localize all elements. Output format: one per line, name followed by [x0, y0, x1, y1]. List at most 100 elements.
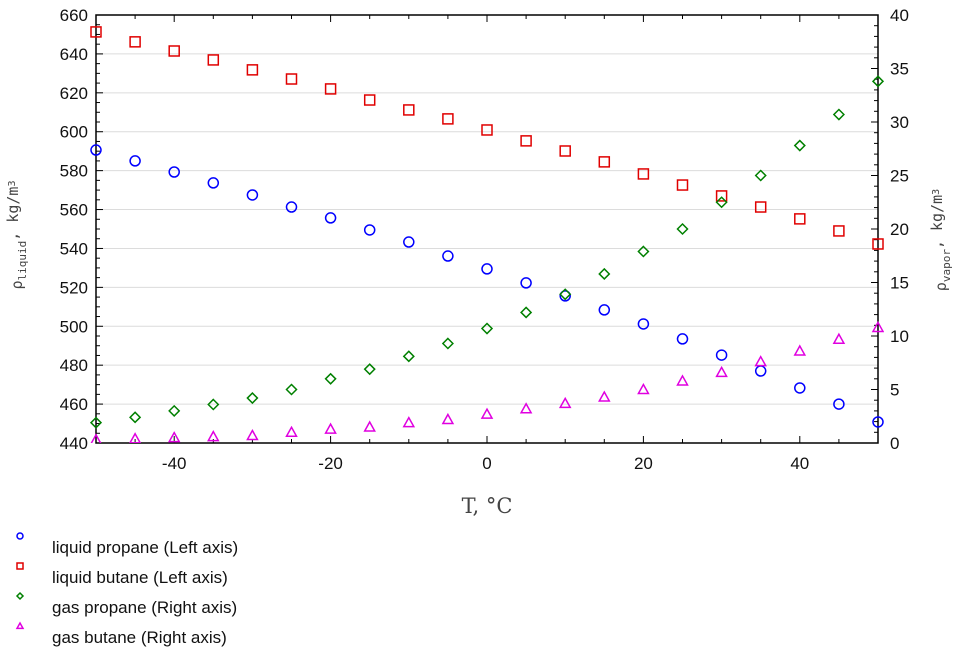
y-left-tick-label: 640 — [60, 45, 88, 64]
data-point-triangle — [129, 432, 142, 443]
y-right-tick-label: 30 — [890, 113, 909, 132]
data-point-triangle — [676, 374, 689, 386]
y-right-tick-label: 20 — [890, 220, 909, 239]
y-right-axis-label-sub: vapor — [940, 249, 953, 282]
data-point-square — [637, 168, 650, 180]
data-point-triangle — [167, 431, 181, 443]
y-left-tick-label: 600 — [60, 123, 88, 142]
data-point-diamond — [168, 404, 181, 417]
data-point-triangle — [598, 390, 611, 402]
y-right-axis-label: ρvapor, kg/m3 — [928, 189, 953, 291]
data-point-square — [676, 179, 689, 191]
data-point-triangle — [637, 382, 650, 395]
data-point-square — [90, 26, 102, 38]
data-point-circle — [520, 277, 532, 289]
data-point-diamond — [90, 416, 103, 429]
data-point-diamond — [715, 196, 728, 209]
legend-marker-triangle — [15, 621, 25, 630]
data-point-triangle — [402, 416, 416, 428]
data-point-square — [598, 156, 611, 168]
y-right-tick-label: 15 — [890, 274, 909, 293]
data-point-circle — [442, 250, 454, 262]
data-point-circle — [246, 189, 259, 201]
y-left-tick-label: 540 — [60, 239, 88, 258]
data-point-square — [715, 190, 728, 202]
y-left-tick-label: 520 — [60, 278, 88, 297]
data-point-circle — [324, 212, 337, 224]
data-point-diamond — [441, 337, 454, 350]
data-point-triangle — [207, 430, 220, 442]
data-point-circle — [559, 290, 571, 302]
data-point-diamond — [324, 372, 337, 385]
legend-marker-diamond — [15, 591, 25, 601]
y-right-tick-label: 35 — [890, 60, 909, 79]
y-right-tick-label: 5 — [890, 381, 899, 400]
legend-label: gas butane (Right axis) — [52, 628, 227, 647]
data-point-circle — [754, 365, 767, 377]
legend-label: liquid propane (Left axis) — [52, 538, 238, 557]
y-left-tick-label: 580 — [60, 162, 88, 181]
data-point-triangle — [715, 365, 728, 378]
y-left-tick-label: 480 — [60, 356, 88, 375]
y-left-tick-label: 620 — [60, 84, 88, 103]
data-point-diamond — [246, 391, 259, 405]
y-right-tick-label: 0 — [890, 434, 899, 453]
data-point-diamond — [871, 75, 884, 88]
data-point-circle — [363, 224, 376, 236]
y-left-tick-label: 440 — [60, 434, 88, 453]
data-point-diamond — [793, 139, 806, 152]
data-point-circle — [676, 333, 689, 345]
y-left-axis-label: ρliquid, kg/m3 — [4, 181, 29, 290]
y-left-axis-label-main: ρ — [8, 280, 26, 289]
data-point-circle — [872, 416, 884, 428]
data-point-triangle — [871, 320, 884, 333]
data-point-square — [481, 124, 493, 136]
data-point-diamond — [520, 306, 533, 319]
data-point-diamond — [832, 108, 845, 121]
y-left-tick-label: 660 — [60, 6, 88, 25]
data-point-diamond — [285, 383, 298, 396]
y-right-tick-label: 25 — [890, 167, 909, 186]
data-point-circle — [481, 263, 493, 275]
data-point-diamond — [402, 350, 415, 363]
data-point-triangle — [832, 332, 846, 344]
legend-marker-square — [16, 562, 24, 570]
x-tick-label: 40 — [790, 454, 809, 473]
data-point-circle — [598, 304, 611, 316]
data-point-triangle — [441, 412, 455, 425]
plot-frame — [95, 14, 879, 444]
y-right-axis-label-sup: 3 — [931, 189, 942, 195]
data-point-triangle — [285, 425, 298, 438]
legend-label: gas propane (Right axis) — [52, 598, 237, 617]
data-point-square — [442, 113, 454, 125]
y-right-axis-label-unit: , kg/m — [928, 195, 946, 249]
data-point-square — [246, 64, 259, 76]
data-point-diamond — [207, 398, 220, 411]
data-point-circle — [833, 398, 845, 410]
data-point-diamond — [363, 363, 376, 376]
data-point-square — [129, 36, 141, 48]
x-axis-label: T, °C — [462, 494, 513, 518]
data-point-triangle — [246, 428, 259, 441]
data-point-square — [754, 201, 767, 213]
data-point-circle — [637, 318, 650, 330]
data-point-circle — [90, 144, 102, 156]
y-right-axis-label-main: ρ — [932, 282, 950, 291]
data-point-circle — [403, 236, 415, 248]
data-point-diamond — [598, 267, 611, 281]
x-tick-label: 0 — [482, 454, 491, 473]
data-point-triangle — [754, 355, 767, 367]
data-point-triangle — [90, 433, 102, 443]
data-point-square — [324, 83, 337, 95]
data-point-triangle — [480, 407, 494, 419]
x-tick-label: 20 — [634, 454, 653, 473]
data-point-diamond — [480, 322, 494, 335]
y-left-tick-label: 560 — [60, 201, 88, 220]
data-point-triangle — [324, 422, 337, 434]
data-point-square — [833, 225, 845, 237]
data-point-diamond — [637, 245, 650, 258]
data-point-triangle — [558, 396, 572, 409]
legend-label: liquid butane (Left axis) — [52, 568, 228, 587]
data-point-square — [559, 145, 571, 157]
